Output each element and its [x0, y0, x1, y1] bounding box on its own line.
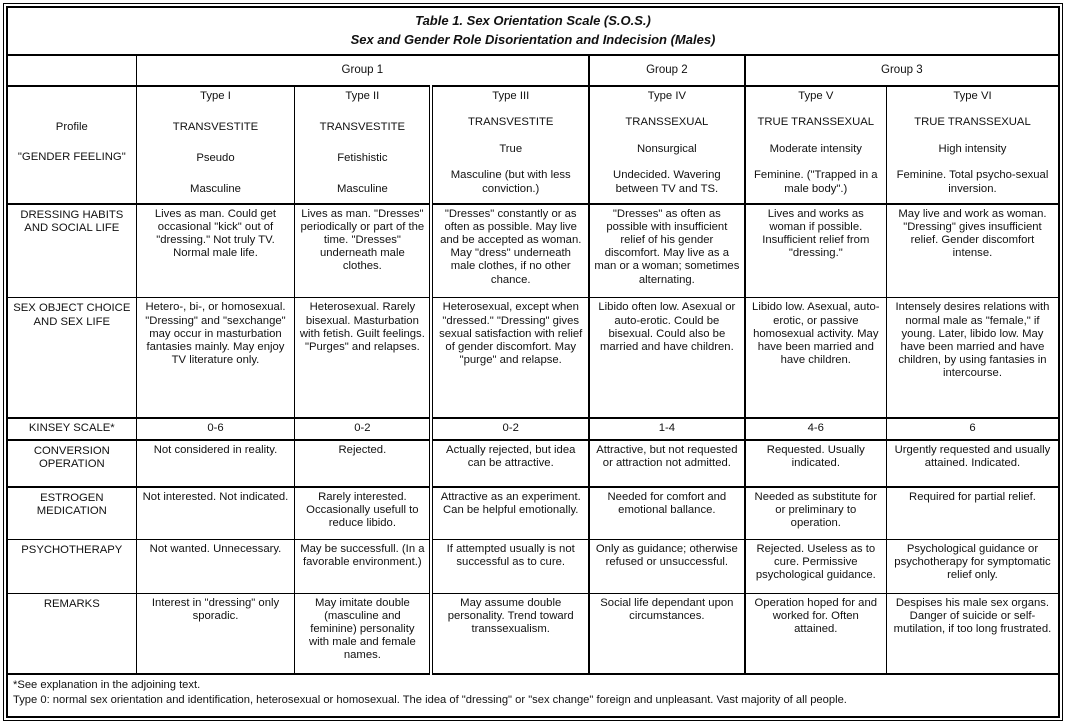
profile-label-line2: "GENDER FEELING" [17, 151, 126, 164]
group-header-1: Group 1 [135, 54, 590, 87]
type-gender-feeling: Feminine. ("Trapped in a male body".) [754, 169, 878, 195]
type-gender-feeling: Masculine (but with less conviction.) [450, 169, 571, 195]
cell-remarks-type3: May assume double personality. Trend tow… [429, 592, 590, 676]
type-header: Type III [492, 89, 530, 102]
type-name: TRUE TRANSSEXUAL [914, 116, 1031, 129]
profile-cell-type4: Type IV TRANSSEXUAL Nonsurgical Undecide… [588, 85, 746, 205]
cell-dressing-type1: Lives as man. Could get occasional "kick… [135, 203, 296, 299]
cell-estrogen-type1: Not interested. Not indicated. [135, 486, 296, 540]
type-gender-feeling: Undecided. Wavering between TV and TS. [613, 169, 721, 195]
cell-sexobject-type1: Hetero-, bi-, or homosexual. "Dressing" … [135, 297, 296, 419]
group-header-3: Group 3 [743, 54, 1060, 87]
cell-remarks-type6: Despises his male sex organs. Danger of … [885, 592, 1060, 676]
cell-psychotherapy-type5: Rejected. Useless as to cure. Permissive… [743, 538, 887, 594]
profile-label-line1: Profile [55, 121, 88, 134]
type-header: Type V [798, 89, 834, 102]
cell-conversion-type4: Attractive, but not requested or attract… [588, 439, 746, 488]
cell-kinsey-type2: 0-2 [294, 417, 432, 441]
cell-remarks-type4: Social life dependant upon circumstances… [588, 592, 746, 676]
cell-sexobject-type6: Intensely desires relations with normal … [885, 297, 1060, 419]
row-label-kinsey-scale: KINSEY SCALE* [6, 417, 137, 441]
type-gender-feeling: Feminine. Total psycho-sexual inversion. [896, 169, 1049, 195]
row-label-psychotherapy: PSYCHOTHERAPY [6, 538, 137, 594]
cell-psychotherapy-type6: Psychological guidance or psychotherapy … [885, 538, 1060, 594]
type-name: TRANSVESTITE [319, 120, 406, 133]
row-label-sex-object: SEX OBJECT CHOICE AND SEX LIFE [6, 297, 137, 419]
row-label-dressing-habits: DRESSING HABITS AND SOCIAL LIFE [6, 203, 137, 299]
type-name: TRUE TRANSSEXUAL [757, 116, 875, 129]
footnote-type0: Type 0: normal sex orientation and ident… [13, 694, 847, 707]
row-label-remarks: REMARKS [6, 592, 137, 676]
type-name: TRANSSEXUAL [625, 116, 709, 129]
type-subtype: True [499, 142, 523, 155]
cell-conversion-type5: Requested. Usually indicated. [743, 439, 887, 488]
type-subtype: Fetishistic [337, 151, 388, 164]
cell-estrogen-type3: Attractive as an experiment. Can be help… [429, 486, 590, 540]
cell-estrogen-type4: Needed for comfort and emotional ballanc… [588, 486, 746, 540]
cell-kinsey-type5: 4-6 [743, 417, 887, 441]
type-name: TRANSVESTITE [172, 120, 259, 133]
cell-kinsey-type4: 1-4 [588, 417, 746, 441]
cell-conversion-type2: Rejected. [294, 439, 432, 488]
table-footnotes: *See explanation in the adjoining text. … [6, 673, 1060, 718]
profile-cell-type3: Type III TRANSVESTITE True Masculine (bu… [429, 85, 590, 205]
sos-table: Table 1. Sex Orientation Scale (S.O.S.) … [6, 6, 1060, 718]
cell-sexobject-type4: Libido often low. Asexual or auto-erotic… [588, 297, 746, 419]
cell-estrogen-type5: Needed as substitute for or preliminary … [743, 486, 887, 540]
type-gender-feeling: Masculine [190, 182, 241, 195]
cell-kinsey-type6: 6 [885, 417, 1060, 441]
cell-conversion-type3: Actually rejected, but idea can be attra… [429, 439, 590, 488]
type-subtype: Nonsurgical [637, 142, 697, 155]
table-title-line2: Sex and Gender Role Disorientation and I… [350, 32, 716, 48]
cell-estrogen-type2: Rarely interested. Occasionally usefull … [294, 486, 432, 540]
cell-remarks-type2: May imitate double (masculine and femini… [294, 592, 432, 676]
table-outer-frame: Table 1. Sex Orientation Scale (S.O.S.) … [3, 3, 1063, 721]
group-header-spacer [6, 54, 137, 87]
cell-psychotherapy-type3: If attempted usually is not successful a… [429, 538, 590, 594]
cell-sexobject-type5: Libido low. Asexual, auto-erotic, or pas… [743, 297, 887, 419]
cell-remarks-type5: Operation hoped for and worked for. Ofte… [743, 592, 887, 676]
table-title: Table 1. Sex Orientation Scale (S.O.S.) … [6, 6, 1060, 57]
type-header: Type II [345, 89, 380, 102]
cell-remarks-type1: Interest in "dressing" only sporadic. [135, 592, 296, 676]
profile-cell-type1: Type I TRANSVESTITE Pseudo Masculine [135, 85, 296, 205]
cell-psychotherapy-type2: May be successfull. (In a favorable envi… [294, 538, 432, 594]
cell-psychotherapy-type4: Only as guidance; otherwise refused or u… [588, 538, 746, 594]
type-subtype: Moderate intensity [769, 142, 862, 155]
footnote-asterisk: *See explanation in the adjoining text. [13, 679, 201, 692]
cell-dressing-type3: "Dresses" constantly or as often as poss… [429, 203, 590, 299]
profile-cell-type2: Type II TRANSVESTITE Fetishistic Masculi… [294, 85, 432, 205]
cell-sexobject-type3: Heterosexual, except when "dressed." "Dr… [429, 297, 590, 419]
type-gender-feeling: Masculine [336, 182, 388, 195]
cell-psychotherapy-type1: Not wanted. Unnecessary. [135, 538, 296, 594]
row-label-profile: Profile "GENDER FEELING" [6, 85, 137, 205]
cell-estrogen-type6: Required for partial relief. [885, 486, 1060, 540]
type-header: Type I [200, 89, 231, 102]
row-label-estrogen-medication: ESTROGEN MEDICATION [6, 486, 137, 540]
type-header: Type VI [953, 89, 992, 102]
type-name: TRANSVESTITE [468, 116, 554, 129]
type-header: Type IV [647, 89, 686, 102]
cell-kinsey-type3: 0-2 [429, 417, 590, 441]
cell-dressing-type6: May live and work as woman. "Dressing" g… [885, 203, 1060, 299]
type-subtype: High intensity [938, 142, 1007, 155]
type-subtype: Pseudo [196, 151, 235, 164]
cell-dressing-type4: "Dresses" as often as possible with insu… [588, 203, 746, 299]
table-title-line1: Table 1. Sex Orientation Scale (S.O.S.) [415, 13, 651, 29]
cell-kinsey-type1: 0-6 [135, 417, 296, 441]
cell-dressing-type5: Lives and works as woman if possible. In… [743, 203, 887, 299]
cell-conversion-type6: Urgently requested and usually attained.… [885, 439, 1060, 488]
row-label-conversion-operation: CONVERSION OPERATION [6, 439, 137, 488]
cell-sexobject-type2: Heterosexual. Rarely bisexual. Masturbat… [294, 297, 432, 419]
profile-cell-type6: Type VI TRUE TRANSSEXUAL High intensity … [885, 85, 1060, 205]
group-header-2: Group 2 [588, 54, 746, 87]
profile-cell-type5: Type V TRUE TRANSSEXUAL Moderate intensi… [743, 85, 887, 205]
cell-conversion-type1: Not considered in reality. [135, 439, 296, 488]
cell-dressing-type2: Lives as man. "Dresses" periodically or … [294, 203, 432, 299]
